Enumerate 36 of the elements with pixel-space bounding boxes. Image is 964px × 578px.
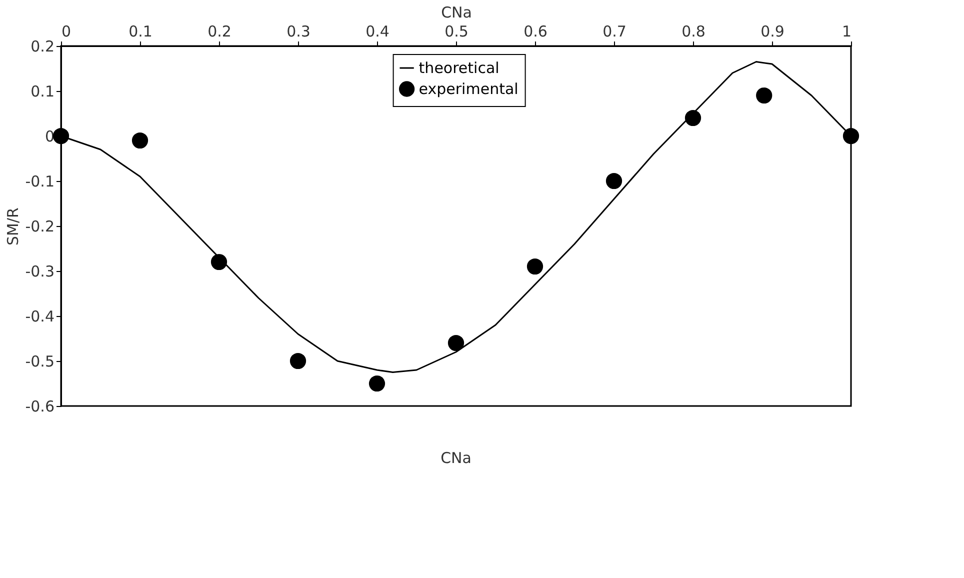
point (684, 110, 702, 126)
y-tick-label: 0 (44, 128, 54, 146)
x-tick-label: 0.1 (128, 22, 152, 40)
y-tick-label: -0.6 (25, 398, 54, 416)
point (290, 352, 306, 370)
y-tick-label: -0.3 (25, 262, 54, 280)
point (606, 172, 622, 190)
x-tick-label: 0 (62, 22, 72, 40)
legend-label: theoretical (418, 59, 500, 77)
point (132, 132, 148, 149)
point (368, 375, 386, 392)
y-tick-label: -0.1 (25, 172, 54, 190)
y-tick-label: -0.5 (25, 352, 54, 370)
x-tick-label: 0.6 (524, 22, 548, 40)
x-tick-label: 0.2 (208, 22, 232, 40)
y-axis-title: SM/R (4, 208, 22, 246)
y-tick-label: -0.4 (25, 308, 54, 326)
legend-label: experimental (418, 80, 518, 98)
x-axis-title: CNa (441, 4, 472, 22)
x-tick-label: 0.7 (602, 22, 626, 40)
x-tick-label: 1 (842, 22, 852, 40)
x-tick-label: 0.4 (366, 22, 390, 40)
x-tick-label: 0.9 (760, 22, 784, 40)
point (756, 87, 772, 104)
x-tick-label: 0.3 (286, 22, 310, 40)
y-tick-label: 0.1 (30, 82, 54, 100)
point (842, 128, 860, 144)
x-tick-label: 0.8 (682, 22, 706, 40)
y-tick-label: -0.2 (25, 218, 54, 236)
point (448, 334, 464, 352)
text: CNa (440, 449, 472, 467)
point (526, 258, 544, 275)
y-tick-label: 0.2 (30, 38, 54, 56)
x-tick-label: 0.5 (444, 22, 468, 40)
point (210, 254, 228, 270)
point (52, 128, 70, 144)
